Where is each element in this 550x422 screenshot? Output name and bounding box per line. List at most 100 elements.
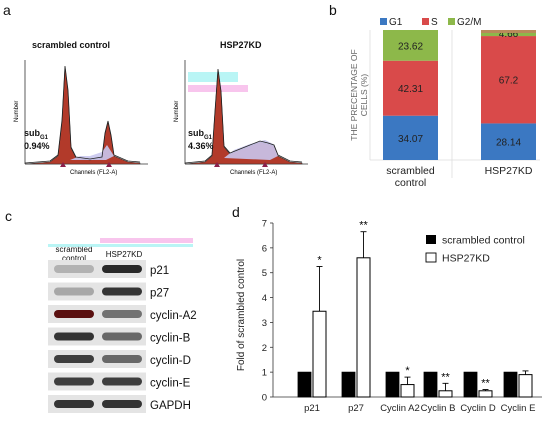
band-label: cyclin-D (150, 355, 191, 367)
x-tick-label: Cyclin E (501, 403, 536, 414)
bar-scrambled-control (385, 371, 400, 398)
legend-label: scrambled control (442, 235, 525, 247)
band-label: GAPDH (150, 400, 191, 412)
western-blot: p21 p27 cyclin-A2 cyclin-B cyclin-D cyclin-E G… (48, 238, 197, 413)
category-label: HSP27KD (485, 165, 533, 177)
blot-band (102, 332, 142, 341)
blot-band (54, 265, 94, 273)
band-label: cyclin-A2 (150, 310, 197, 322)
blot-band (54, 287, 94, 296)
y-tick-label: 4 (262, 293, 267, 304)
legend-label: HSP27KD (442, 253, 490, 265)
x-tick-label: p21 (304, 403, 320, 414)
subg1-suffix: G1 (40, 134, 49, 141)
stacked-bar-segment (383, 115, 438, 160)
significance-marker: ** (441, 371, 450, 383)
segment-value-label: 42.31 (398, 84, 423, 95)
y-axis-label-line: THE PRECENTAGE OF (349, 49, 359, 140)
significance-marker: ** (359, 220, 368, 232)
legend-swatch-2 (422, 18, 429, 25)
x-tick-label: Cyclin A2 (380, 403, 420, 414)
bar-scrambled-control (341, 371, 356, 398)
y-tick-label: 6 (262, 243, 267, 254)
blot-highlight (155, 238, 193, 243)
wb-column-control: scrambled control (50, 245, 98, 263)
histogram-y-label: Number (14, 101, 20, 122)
category-label: control (395, 177, 427, 189)
bar-top-cap (481, 30, 536, 33)
histogram-title-control: scrambled control (32, 40, 111, 50)
stacked-bar-segment (383, 30, 438, 61)
subg1-label-control: subG1 (24, 128, 48, 141)
legend-swatch-1 (380, 18, 387, 25)
histogram-y-label: Number (174, 101, 180, 122)
bar-scrambled-control (463, 371, 478, 398)
subg1-percent-hsp27kd: 4.36% (188, 141, 214, 151)
wb-column-hsp27kd: HSP27KD (105, 250, 143, 259)
y-tick-label: 3 (262, 318, 267, 329)
bar-hsp27kd (478, 390, 493, 398)
significance-marker: * (317, 255, 322, 267)
subg1-prefix: sub (24, 128, 41, 138)
bar-scrambled-control (297, 371, 312, 398)
blot-band (102, 265, 142, 273)
blot-strip (48, 282, 146, 301)
y-axis-label: THE PRECENTAGE OFCELLS (%) (349, 49, 369, 140)
blot-band (102, 355, 142, 363)
bar-scrambled-control (423, 371, 438, 398)
subg1-suffix: G1 (204, 134, 213, 141)
legend-label: S (431, 17, 438, 28)
fold-change-chart: 0 1 2 3 4 5 6 7 Fold of scrambled control * p21 ** p… (236, 219, 542, 414)
y-axis-label: Fold of scrambled control (236, 259, 247, 371)
y-tick-label: 5 (262, 268, 267, 279)
blot-band (102, 400, 142, 408)
y-tick-label: 1 (262, 368, 267, 379)
blot-strip (48, 305, 146, 323)
panel-label-c: c (5, 208, 12, 224)
segment-value-label: 4.66 (499, 29, 519, 40)
x-tick-label: Cyclin D (460, 403, 496, 414)
bar-hsp27kd (518, 374, 533, 398)
blot-band (54, 400, 94, 408)
bar-hsp27kd (400, 384, 415, 398)
bar-hsp27kd (312, 310, 327, 398)
blot-band (54, 310, 94, 318)
histogram-hsp27kd: Number Channels (FL2-A) (174, 60, 308, 176)
blot-strip (48, 350, 146, 368)
x-tick-label: Cyclin B (421, 403, 456, 414)
legend-label: G1 (389, 17, 403, 28)
cell-cycle-stacked-chart: G1 S G2/M THE PRECENTAGE OFCELLS (%) 34.07 42… (349, 17, 540, 189)
blot-band (54, 332, 94, 341)
blot-strip (48, 327, 146, 346)
blot-strip (48, 260, 146, 278)
blot-band (102, 377, 142, 386)
histogram-x-label: Channels (FL2-A) (70, 170, 117, 176)
panel-label-a: a (3, 2, 11, 18)
wb-column-control-line1: scrambled (55, 245, 93, 254)
y-tick-label: 2 (262, 343, 267, 354)
stacked-bar-segment (481, 123, 536, 160)
legend-swatch-3 (448, 18, 455, 25)
blot-strip (48, 395, 146, 413)
bar-hsp27kd (438, 390, 453, 398)
band-label: cyclin-B (150, 333, 191, 345)
blot-band (102, 287, 142, 296)
segment-value-label: 23.62 (398, 41, 423, 52)
stacked-bar-segment (481, 30, 536, 37)
panel-label-b: b (329, 2, 337, 18)
bar-scrambled-control (503, 371, 518, 398)
blot-highlight (100, 238, 155, 243)
x-tick-label: p27 (348, 403, 364, 414)
wb-column-control-line2: control (61, 254, 86, 263)
significance-marker: ** (481, 378, 490, 390)
band-label: p27 (150, 288, 169, 300)
subg1-prefix: sub (188, 128, 205, 138)
histogram-control: Number Channels (FL2-A) (14, 60, 148, 176)
bar-hsp27kd (356, 257, 371, 398)
legend-label: G2/M (457, 17, 481, 28)
blot-strip (48, 372, 146, 391)
blot-band (54, 377, 94, 386)
histogram-x-label: Channels (FL2-A) (230, 170, 277, 176)
blot-band (54, 355, 94, 363)
band-label: cyclin-E (150, 378, 191, 390)
